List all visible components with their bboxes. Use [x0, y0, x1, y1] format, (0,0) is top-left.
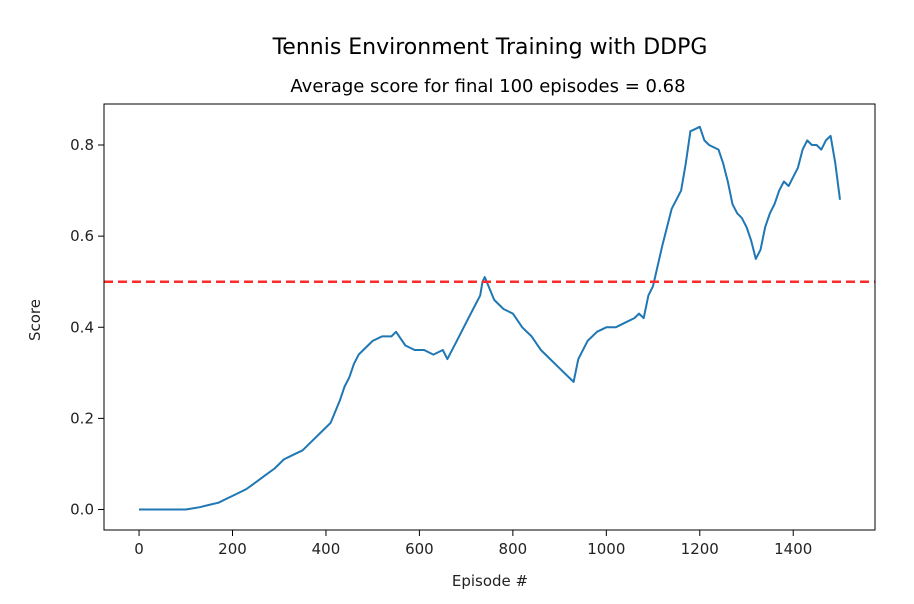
x-axis-label: Episode #	[452, 572, 528, 590]
x-tick-label: 200	[218, 540, 247, 558]
y-tick-label: 0.8	[70, 136, 94, 154]
x-tick-label: 800	[499, 540, 528, 558]
y-axis-label: Score	[26, 299, 44, 341]
x-tick-label: 400	[312, 540, 341, 558]
axes-group: 0 200 400 600 800 1000 1200 1400 0.0 0.2 0.4 0.6 0.8	[70, 103, 876, 558]
y-tick-label: 0.0	[70, 500, 94, 518]
x-tick-label: 600	[405, 540, 434, 558]
x-tick-label: 1000	[587, 540, 625, 558]
x-tick-label: 1400	[774, 540, 812, 558]
x-tick-label: 1200	[681, 540, 719, 558]
y-tick-label: 0.4	[70, 318, 94, 336]
chart-title: Tennis Environment Training with DDPG	[272, 35, 708, 60]
plot-frame	[103, 103, 876, 531]
series-line-0	[139, 125, 841, 511]
x-tick-label: 0	[134, 540, 144, 558]
y-tick-label: 0.2	[70, 409, 94, 427]
y-tick-label: 0.6	[70, 227, 94, 245]
chart-subtitle: Average score for final 100 episodes = 0…	[290, 76, 685, 97]
